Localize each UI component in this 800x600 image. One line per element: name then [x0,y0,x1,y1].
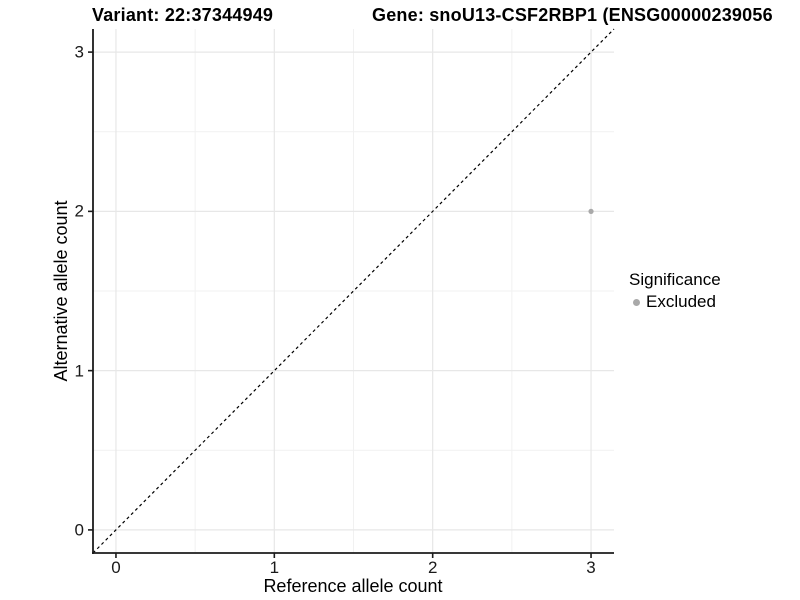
legend-item-label: Excluded [646,292,716,311]
x-tick-label: 2 [427,558,438,577]
y-tick-label: 1 [74,361,84,381]
y-axis-title: Alternative allele count [51,200,71,382]
legend: Significance Excluded [629,269,721,312]
y-tick-label: 3 [74,42,84,62]
y-tick-label: 0 [74,520,84,540]
variant-title: Variant: 22:37344949 [92,5,274,25]
x-axis-title: Reference allele count [263,576,443,596]
x-tick-label: 1 [269,558,280,577]
gene-title: Gene: snoU13-CSF2RBP1 (ENSG00000239056 [372,5,773,25]
data-point [588,208,594,214]
excluded-point-icon [633,298,640,306]
legend-item-excluded: Excluded [629,292,721,312]
y-tick-label: 2 [74,201,84,221]
legend-title: Significance [629,270,721,289]
x-tick-label: 3 [586,558,596,577]
x-tick-label: 0 [111,558,121,577]
